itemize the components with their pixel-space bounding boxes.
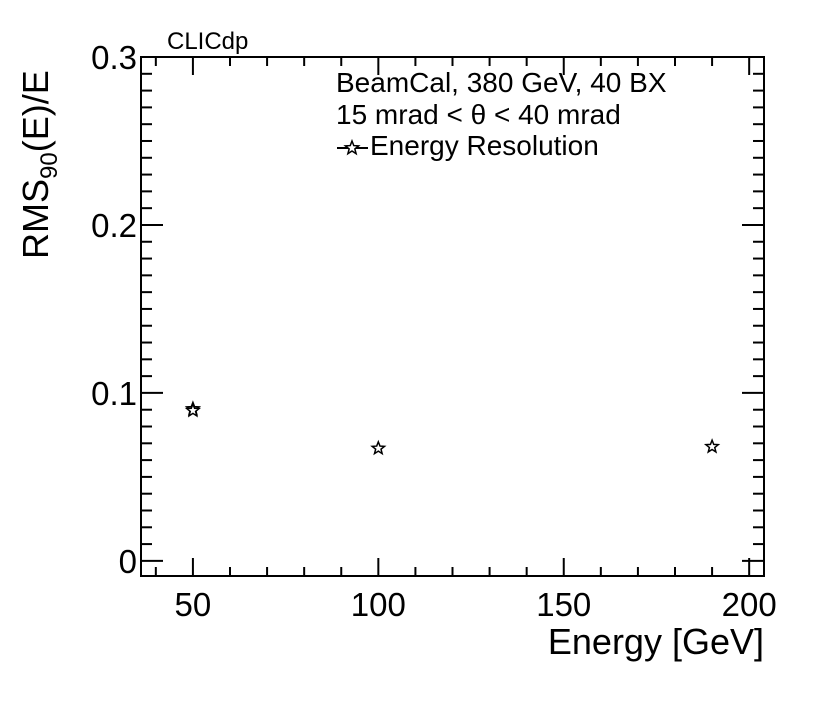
annotation-angle-range: 15 mrad < θ < 40 mrad [336,99,621,130]
y-axis-title-rest: (E)/E [15,70,56,152]
clicdp-label: CLICdp [167,28,248,55]
x-axis-title: Energy [GeV] [548,621,764,662]
y-tick-label: 0.1 [91,375,137,412]
legend-entry: Energy Resolution [337,130,599,161]
y-axis-title-main: RMS [15,179,56,259]
x-tick-label: 150 [536,586,591,623]
y-tick-label: 0.3 [91,39,137,76]
annotation-detector-setup: BeamCal, 380 GeV, 40 BX [336,67,667,98]
x-tick-label: 50 [175,586,212,623]
x-tick-label: 200 [722,586,777,623]
y-axis-title-subscript: 90 [36,152,63,179]
data-point-star [370,439,387,456]
y-tick-label: 0 [119,543,137,580]
legend-series-label: Energy Resolution [370,130,599,161]
data-point-star [184,401,202,418]
x-tick-label: 100 [351,586,406,623]
y-tick-label: 0.2 [91,207,137,244]
legend-star-marker [343,138,361,156]
y-axis-title: RMS90(E)/E [15,70,63,259]
data-point-star [703,438,721,454]
